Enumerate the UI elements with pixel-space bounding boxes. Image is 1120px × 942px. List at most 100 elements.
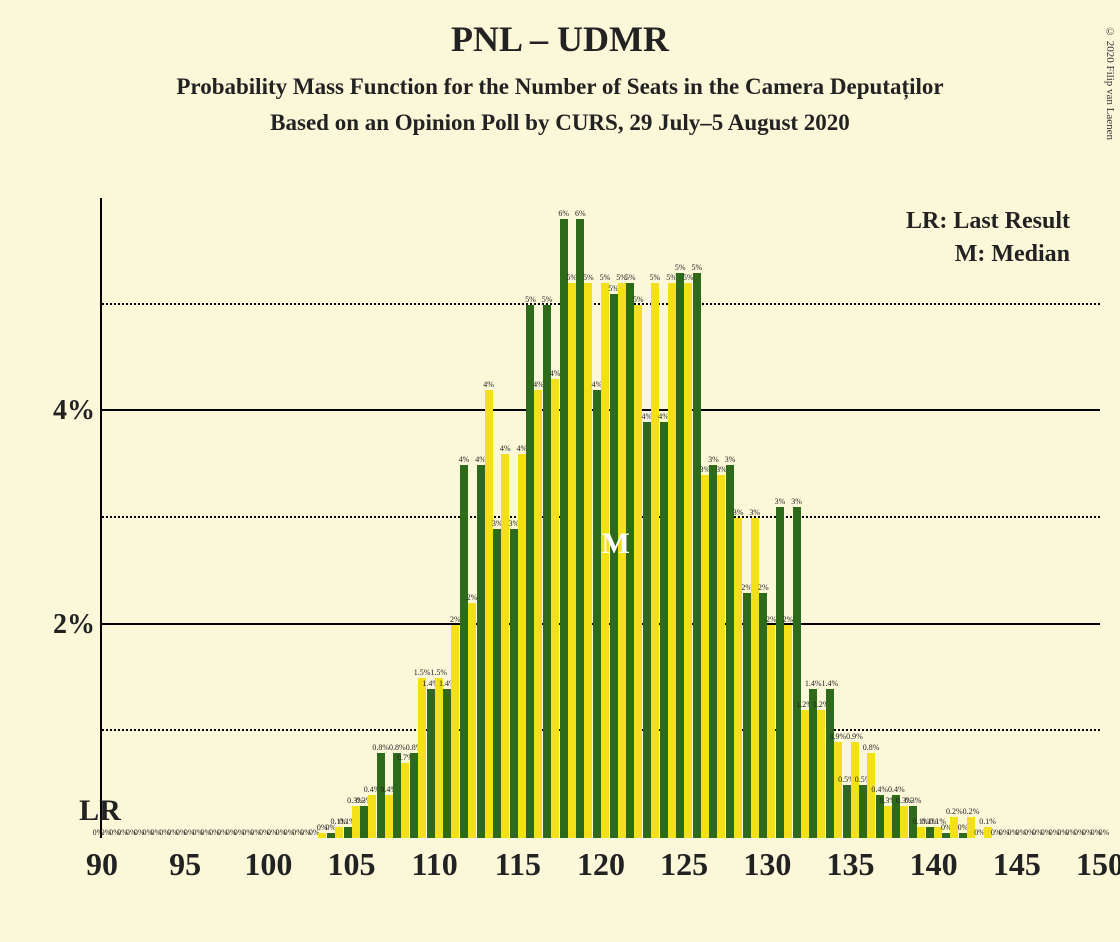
bar-series2: 5% — [601, 283, 609, 838]
bar-series2: 2% — [468, 603, 476, 838]
bar-label: 2% — [758, 583, 769, 592]
bar-label: 3% — [725, 455, 736, 464]
bar-series1: 3% — [776, 507, 784, 838]
bar-series1: 0% — [942, 833, 950, 838]
y-tick-label: 2% — [53, 609, 95, 641]
bar-series2: 4% — [551, 379, 559, 838]
bar-series1: 6% — [576, 219, 584, 838]
chart-plot-area: LR: Last Result M: Median 0%0%0%0%0%0%0%… — [100, 198, 1100, 838]
bar-label: 3% — [749, 508, 760, 517]
bar-label: 6% — [575, 209, 586, 218]
bar-series1: 4% — [643, 422, 651, 838]
x-tick-label: 120 — [577, 846, 625, 883]
chart-title: PNL – UDMR — [0, 18, 1120, 60]
bar-label: 3% — [791, 497, 802, 506]
x-tick-label: 95 — [169, 846, 201, 883]
bar-label: 5% — [625, 273, 636, 282]
bar-label: 1.5% — [414, 668, 431, 677]
bar-series1: 0% — [959, 833, 967, 838]
bar-series2: 3% — [701, 475, 709, 838]
bar-series2: 0% — [318, 833, 326, 838]
bar-label: 5% — [525, 295, 536, 304]
bar-label: 0.8% — [389, 743, 406, 752]
bar-series1: 3% — [493, 529, 501, 838]
bar-series1: 4% — [660, 422, 668, 838]
bar-series2: 1.2% — [817, 710, 825, 838]
bar-series2: 5% — [668, 283, 676, 838]
bar-series2: 1.2% — [801, 710, 809, 838]
bar-series2: 1.5% — [418, 678, 426, 838]
bar-series1: 0.3% — [360, 806, 368, 838]
bar-label: 0.4% — [871, 785, 888, 794]
chart-subtitle-2: Based on an Opinion Poll by CURS, 29 Jul… — [0, 110, 1120, 136]
bar-series2: 1.5% — [435, 678, 443, 838]
x-tick-label: 135 — [827, 846, 875, 883]
bar-series1: 3% — [726, 465, 734, 838]
x-tick-label: 105 — [328, 846, 376, 883]
bar-label: 4% — [500, 444, 511, 453]
bar-series2: 2% — [451, 625, 459, 838]
bar-series2: 2% — [784, 625, 792, 838]
bar-series2: 4% — [534, 390, 542, 838]
bar-series2: 4% — [501, 454, 509, 838]
y-tick-label: 4% — [53, 395, 95, 427]
bar-label: 4% — [483, 380, 494, 389]
bar-label: 0.9% — [846, 732, 863, 741]
bar-label: 1.4% — [805, 679, 822, 688]
bar-series1: 0.1% — [344, 827, 352, 838]
bar-series2: 5% — [634, 305, 642, 838]
bar-label: 5% — [650, 273, 661, 282]
bar-label: 6% — [558, 209, 569, 218]
bar-series1: 4% — [460, 465, 468, 838]
bar-series2: 5% — [684, 283, 692, 838]
bar-series2: 5% — [651, 283, 659, 838]
bar-label: 1.5% — [430, 668, 447, 677]
bar-series1: 3% — [793, 507, 801, 838]
bar-label: 0.8% — [863, 743, 880, 752]
bar-series1: 5% — [543, 305, 551, 838]
bar-label: 3% — [733, 508, 744, 517]
bar-series1: 3% — [510, 529, 518, 838]
bar-series1: 0.5% — [859, 785, 867, 838]
bars-container: 0%0%0%0%0%0%0%0%0%0%0%0%0%0%0%0%0%0%0%0%… — [102, 198, 1100, 838]
x-tick-label: 125 — [660, 846, 708, 883]
bar-series2: 0.3% — [884, 806, 892, 838]
bar-series2: 0.4% — [385, 795, 393, 838]
bar-label: 0.9% — [830, 732, 847, 741]
bar-label: 5% — [600, 273, 611, 282]
x-tick-label: 145 — [993, 846, 1041, 883]
bar-label: 1.4% — [822, 679, 839, 688]
bar-series1: 4% — [477, 465, 485, 838]
bar-series2: 0.3% — [352, 806, 360, 838]
bar-label: 3% — [775, 497, 786, 506]
bar-series1: 0.8% — [377, 753, 385, 838]
bar-series2: 0.9% — [834, 742, 842, 838]
bar-series1: 1.4% — [826, 689, 834, 838]
bar-label: 5% — [633, 295, 644, 304]
bar-series1: 5% — [610, 294, 618, 838]
bar-label: 0.1% — [979, 817, 996, 826]
bar-series2: 0.4% — [368, 795, 376, 838]
bar-label: 5% — [583, 273, 594, 282]
bar-series1: 5% — [676, 273, 684, 838]
bar-series2: 4% — [518, 454, 526, 838]
bar-series2: 5% — [568, 283, 576, 838]
copyright-text: © 2020 Filip van Laenen — [1104, 26, 1116, 140]
annotation-lr: LR — [79, 794, 121, 828]
bar-series2: 2% — [767, 625, 775, 838]
bar-label: 5% — [691, 263, 702, 272]
bar-label: 0% — [1099, 828, 1110, 837]
bar-series2: 0.1% — [917, 827, 925, 838]
x-tick-label: 110 — [412, 846, 458, 883]
bar-series1: 1.4% — [809, 689, 817, 838]
bar-series2: 3% — [751, 518, 759, 838]
bar-label: 0.8% — [372, 743, 389, 752]
bar-label: 5% — [675, 263, 686, 272]
bar-label: 0.2% — [946, 807, 963, 816]
bar-label: 0.2% — [963, 807, 980, 816]
bar-series1: 1.4% — [427, 689, 435, 838]
bar-series2: 0.9% — [851, 742, 859, 838]
bar-series2: 5% — [618, 283, 626, 838]
bar-series1: 0.8% — [410, 753, 418, 838]
bar-series1: 0.5% — [843, 785, 851, 838]
